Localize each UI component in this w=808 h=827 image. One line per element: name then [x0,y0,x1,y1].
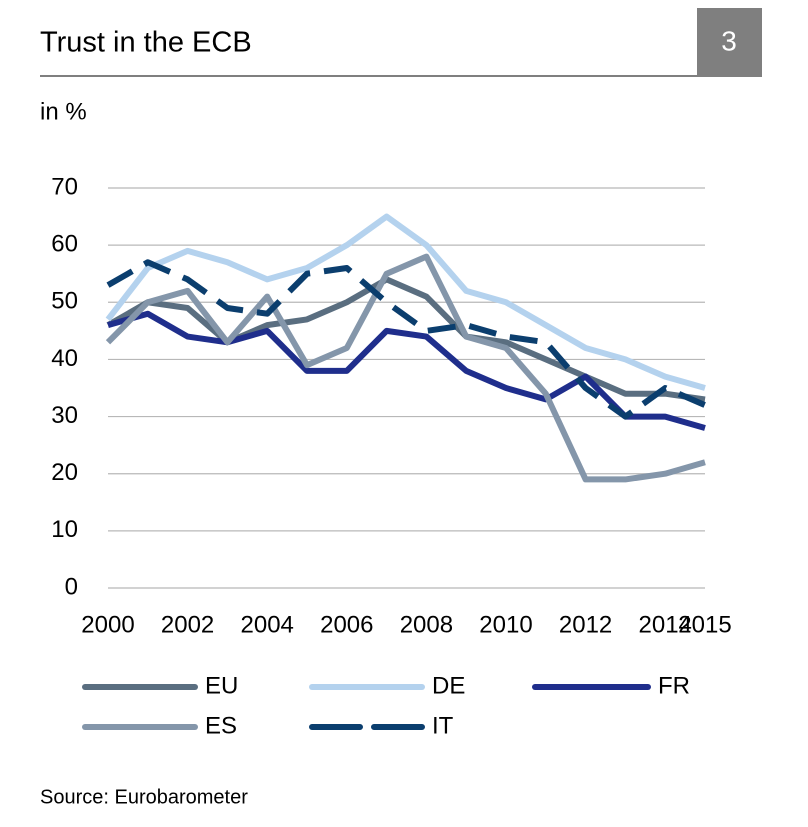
x-tick-label: 2002 [161,611,214,638]
source: Source: Eurobarometer [40,786,248,808]
series-line [105,253,706,483]
series-line [106,259,707,420]
legend-label: ES [205,712,237,739]
y-tick-label: 70 [51,173,78,200]
x-tick-label: 2012 [559,611,612,638]
series-line [107,310,706,431]
page-number: 3 [721,25,737,56]
y-tick-label: 50 [51,288,78,315]
series-line [105,213,706,391]
y-tick-label: 0 [65,573,78,600]
x-tick-label: 2014 [639,611,692,638]
y-tick-label: 30 [51,402,78,429]
chart-title: Trust in the ECB [40,27,252,59]
y-tick-label: 10 [51,516,78,543]
x-tick-label: 2015 [678,611,731,638]
y-tick-label: 60 [51,230,78,257]
legend-label: EU [205,672,238,699]
x-tick-label: 2008 [400,611,453,638]
x-tick-label: 2010 [479,611,532,638]
series-line [106,276,706,403]
legend-label: DE [432,672,465,699]
y-tick-label: 20 [51,459,78,486]
legend-label: FR [658,672,690,699]
x-tick-label: 2006 [320,611,373,638]
legend-label: IT [432,712,454,739]
x-tick-label: 2004 [241,611,294,638]
x-tick-label: 2000 [81,611,134,638]
y-tick-label: 40 [51,345,78,372]
y-axis-unit: in % [40,98,87,125]
page-badge [697,8,762,76]
